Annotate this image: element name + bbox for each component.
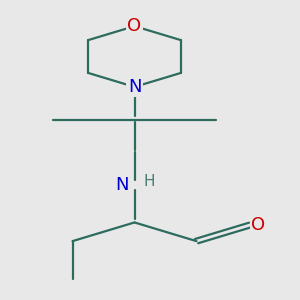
- Text: N: N: [128, 78, 141, 96]
- Text: O: O: [128, 17, 142, 35]
- Text: H: H: [144, 174, 155, 189]
- Text: N: N: [116, 176, 129, 194]
- Text: O: O: [251, 216, 266, 234]
